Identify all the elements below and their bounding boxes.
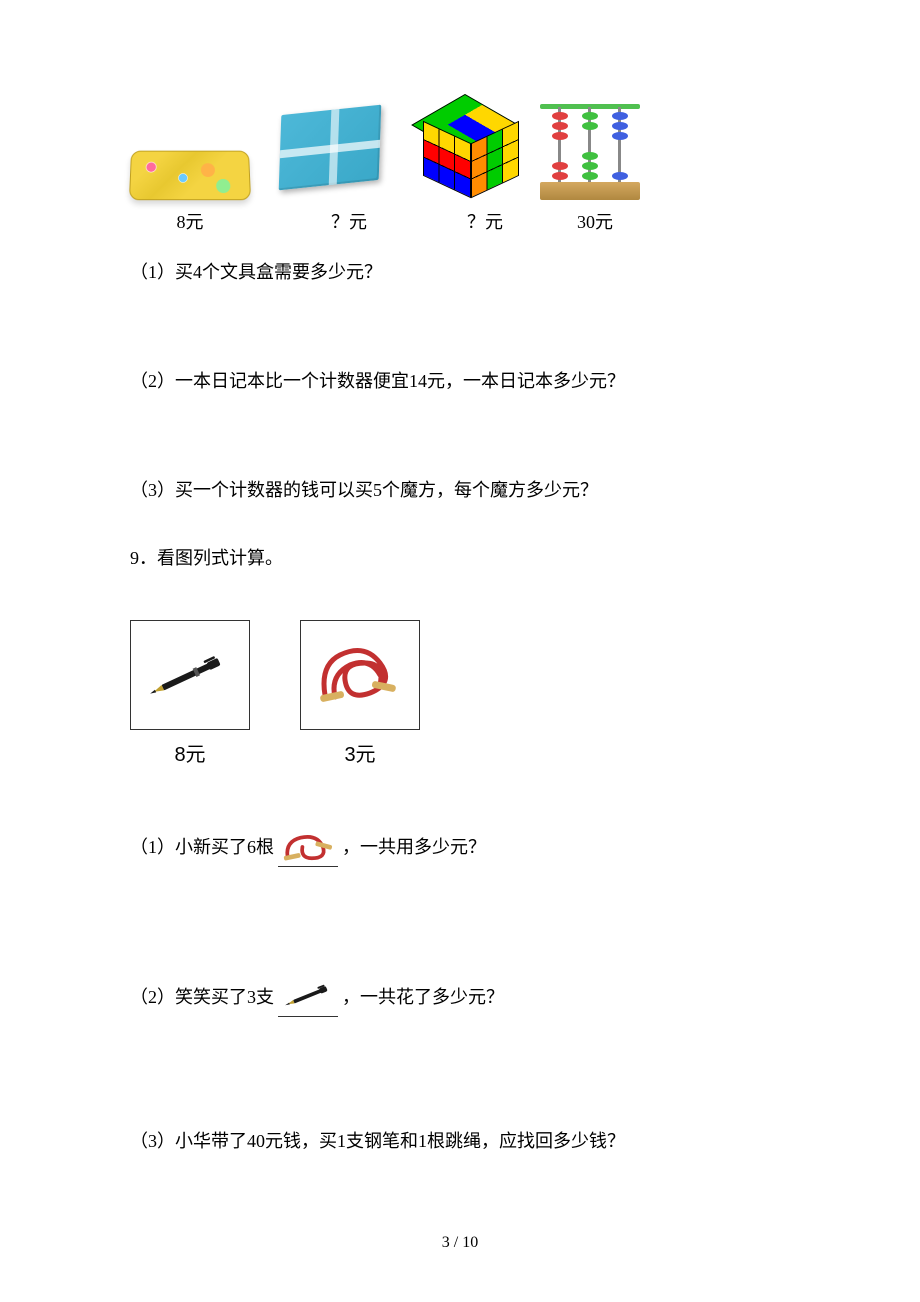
abacus-icon (540, 100, 640, 200)
item-notebook (280, 110, 390, 200)
section-9-title: 9．看图列式计算。 (130, 544, 790, 570)
price-pencil-case: 8元 (130, 208, 250, 234)
question-9-2: （2）笑笑买了3支 ，一共花了多少元？ (130, 977, 790, 1017)
inline-rope-icon (278, 827, 338, 867)
items-row (130, 100, 790, 200)
question-9-1: （1）小新买了6根 ，一共用多少元？ (130, 827, 790, 867)
price-cube: ？元 (420, 208, 510, 234)
notebook-icon (280, 110, 390, 200)
jump-rope-icon (310, 635, 410, 715)
price-notebook: ？元 (280, 208, 390, 234)
price-pen: 8元 (130, 738, 250, 767)
question-1: （1）买4个文具盒需要多少元？ (130, 258, 790, 287)
question-2: （2）一本日记本比一个计数器便宜14元，一本日记本多少元？ (130, 367, 790, 396)
price-abacus: 30元 (540, 208, 640, 234)
prices-row-2: 8元 3元 (130, 738, 790, 767)
item-pencil-case (130, 150, 250, 200)
rubiks-cube-icon (420, 100, 510, 200)
item-cube (420, 100, 510, 200)
item-rope (300, 620, 420, 730)
pen-icon (140, 655, 240, 695)
prices-row: 8元 ？元 ？元 30元 (130, 208, 790, 234)
question-3: （3）买一个计数器的钱可以买5个魔方，每个魔方多少元？ (130, 476, 790, 505)
item-abacus (540, 100, 640, 200)
items-row-2 (130, 620, 790, 730)
q9-2-part-b: ，一共花了多少元？ (342, 983, 504, 1012)
item-pen (130, 620, 250, 730)
q9-1-part-b: ，一共用多少元？ (342, 833, 486, 862)
page-footer: 3 / 10 (0, 1234, 920, 1252)
q9-1-part-a: （1）小新买了6根 (130, 833, 274, 862)
q9-2-part-a: （2）笑笑买了3支 (130, 983, 274, 1012)
pencil-case-icon (129, 151, 251, 201)
price-rope: 3元 (300, 738, 420, 767)
inline-pen-icon (278, 977, 338, 1017)
question-9-3: （3）小华带了40元钱，买1支钢笔和1根跳绳，应找回多少钱？ (130, 1127, 790, 1156)
